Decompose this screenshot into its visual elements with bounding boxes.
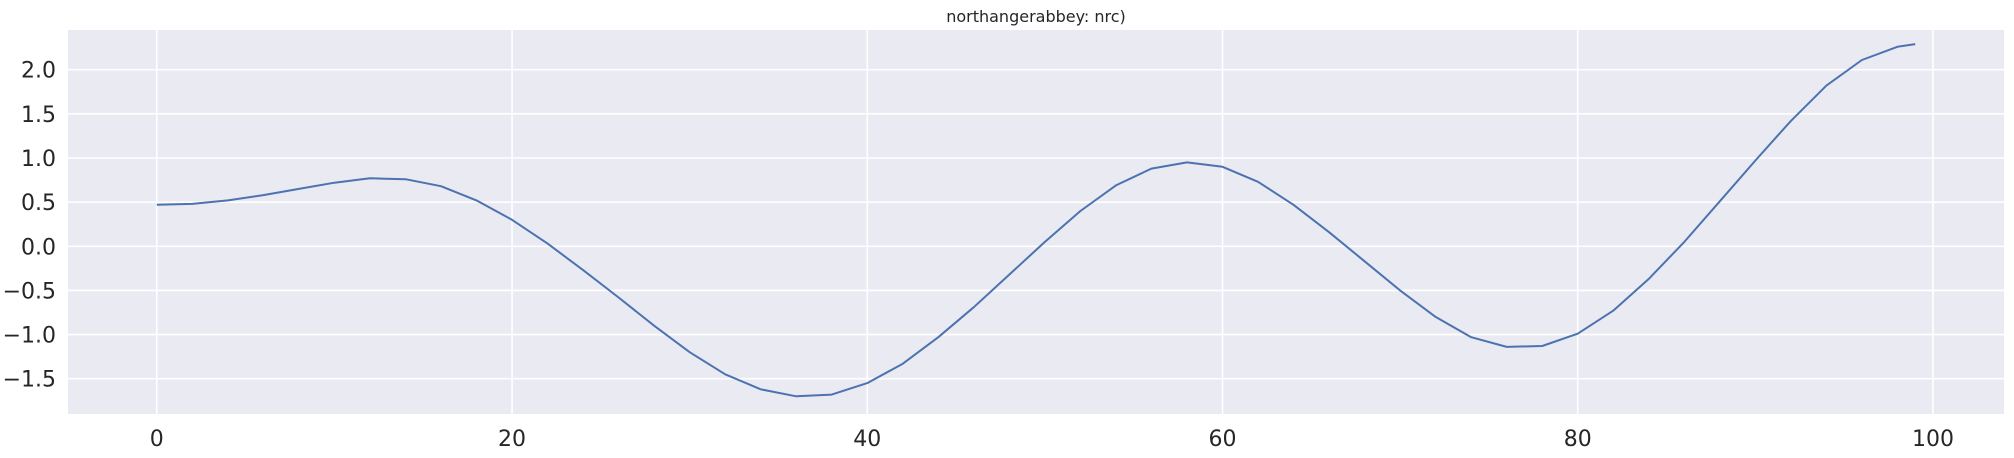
x-tick-label: 20 <box>498 427 526 452</box>
x-tick-label: 0 <box>150 427 164 452</box>
y-tick-label: −0.5 <box>3 279 56 304</box>
x-tick-label: 60 <box>1208 427 1236 452</box>
series-layer <box>156 43 1916 398</box>
y-tick-label: 0.0 <box>21 235 56 260</box>
chart-title: northangerabbey: nrc) <box>946 7 1126 26</box>
x-axis-ticks: 0 20 40 60 80 100 <box>150 427 1954 452</box>
y-axis-ticks: −1.5 −1.0 −0.5 0.0 0.5 1.0 1.5 2.0 <box>3 59 56 393</box>
series-line <box>156 43 1916 398</box>
x-tick-label: 40 <box>853 427 881 452</box>
x-tick-label: 100 <box>1912 427 1954 452</box>
y-tick-label: 1.0 <box>21 147 56 172</box>
y-tick-label: −1.5 <box>3 368 56 393</box>
y-tick-label: −1.0 <box>3 324 56 349</box>
x-tick-label: 80 <box>1564 427 1592 452</box>
y-tick-label: 1.5 <box>21 103 56 128</box>
y-tick-label: 2.0 <box>21 59 56 84</box>
plot-area <box>68 30 2004 414</box>
y-tick-label: 0.5 <box>21 191 56 216</box>
